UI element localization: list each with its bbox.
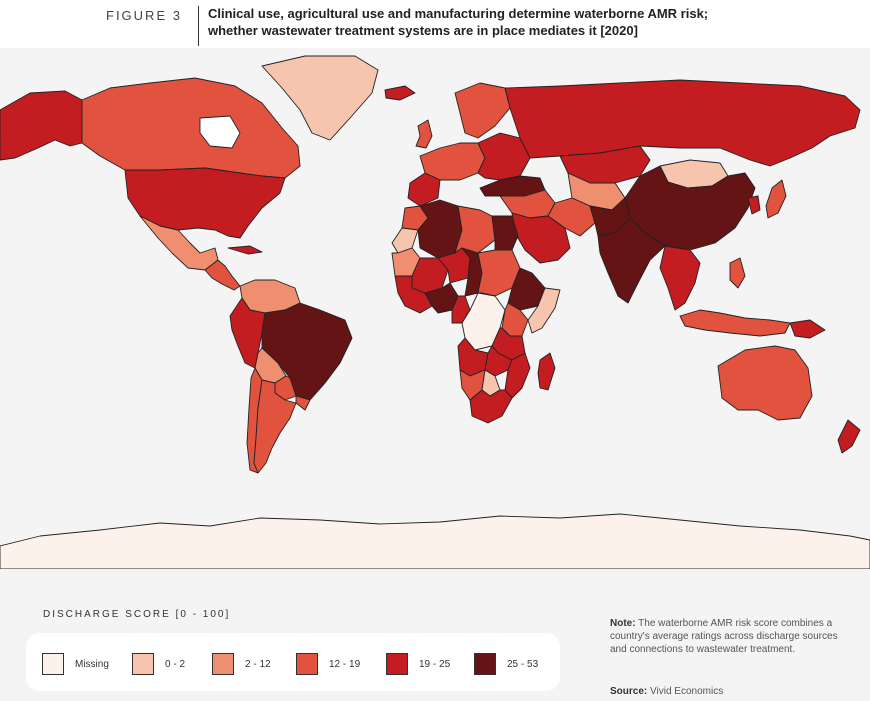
map-source: Source: Vivid Economics [610,686,723,697]
legend-title: DISCHARGE SCORE [0 - 100] [43,609,231,620]
legend-swatch [296,653,318,675]
legend-item-25-53: 25 - 53 [474,652,538,676]
region-saudi-arabia [511,212,571,264]
region-antarctica [0,513,870,569]
note-label: Note: [610,618,636,629]
figure-header: FIGURE 3 Clinical use, agricultural use … [0,0,870,48]
figure-title: Clinical use, agricultural use and manuf… [208,5,808,39]
region-united-kingdom [415,119,433,149]
source-label: Source: [610,686,648,697]
legend-item-0-2: 0 - 2 [132,652,185,676]
region-iberia [407,172,441,207]
region-philippines [729,257,746,289]
region-indonesia [679,309,791,337]
region-western-sahara [391,227,419,254]
legend-label: 2 - 12 [245,658,271,670]
region-argentina [253,379,297,474]
world-map-svg [0,55,870,569]
region-japan [765,179,787,219]
region-somalia [527,287,561,334]
region-scandinavia [454,82,511,139]
hudson-bay [199,115,241,149]
figure-title-line-1: Clinical use, agricultural use and manuf… [208,6,709,21]
region-australia [717,345,813,421]
region-southeast-asia [659,245,701,311]
map-note: Note: The waterborne AMR risk score comb… [610,617,850,656]
region-new-zealand [837,419,861,454]
region-south-africa [469,389,513,424]
legend-area: DISCHARGE SCORE [0 - 100] Missing 0 - 2 … [0,569,870,701]
legend-box: Missing 0 - 2 2 - 12 12 - 19 19 - 25 25 … [26,633,560,691]
region-madagascar [537,352,556,391]
region-iceland [384,85,416,101]
legend-label: Missing [75,658,109,670]
figure-label: FIGURE 3 [106,8,182,23]
world-map [0,48,870,569]
region-russia [504,79,861,167]
legend-label: 19 - 25 [419,658,451,670]
legend-label: 12 - 19 [329,658,361,670]
region-greenland [261,55,379,141]
title-divider [198,6,199,46]
legend-item-19-25: 19 - 25 [386,652,450,676]
legend-label: 0 - 2 [165,658,186,670]
region-papua-new-guinea [789,319,826,339]
legend-swatch [42,653,64,675]
legend-item-2-12: 2 - 12 [212,652,271,676]
source-text: Vivid Economics [650,686,724,697]
region-uruguay [295,395,311,411]
region-canada [81,77,301,179]
region-korea [747,195,761,215]
region-alaska [0,90,83,161]
region-cuba [227,245,263,255]
legend-swatch [132,653,154,675]
legend-swatch [474,653,496,675]
region-mexico [139,215,219,271]
legend-label: 25 - 53 [507,658,539,670]
region-mozambique [504,352,531,399]
region-india [597,217,666,304]
region-algeria [417,199,463,259]
legend-item-missing: Missing [42,652,109,676]
legend-swatch [212,653,234,675]
note-text: The waterborne AMR risk score combines a… [610,618,838,655]
region-western-europe [419,142,486,181]
region-sudan [477,249,521,297]
figure-title-line-2: whether wastewater treatment systems are… [208,23,638,38]
legend-item-12-19: 12 - 19 [296,652,360,676]
legend-swatch [386,653,408,675]
